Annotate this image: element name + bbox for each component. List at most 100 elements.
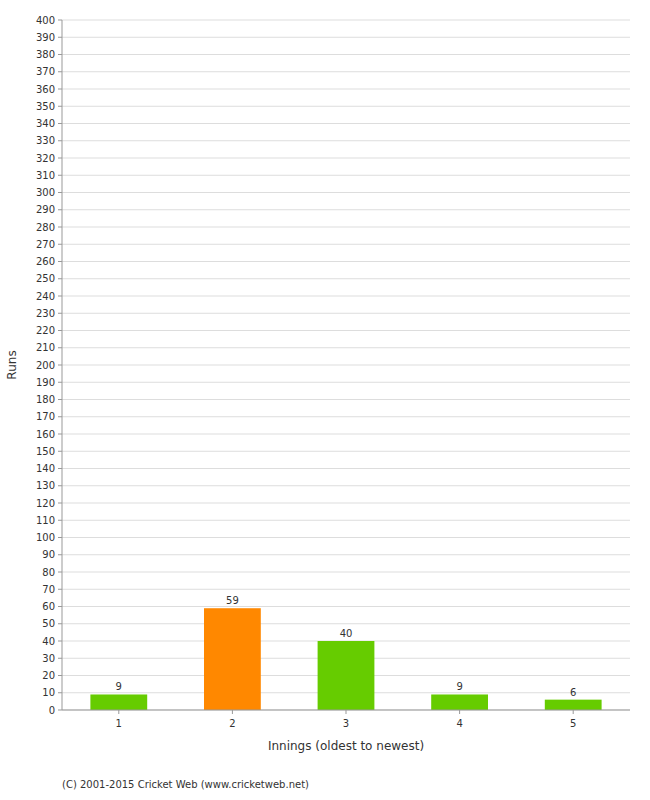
- y-tick: [58, 658, 62, 659]
- y-tick: [58, 140, 62, 141]
- y-tick-label: 20: [42, 670, 55, 681]
- grid-line: [62, 554, 630, 555]
- y-tick-label: 30: [42, 653, 55, 664]
- y-tick-label: 40: [42, 636, 55, 647]
- y-tick-label: 0: [49, 705, 55, 716]
- y-tick-label: 160: [36, 429, 55, 440]
- grid-line: [62, 296, 630, 297]
- y-tick-label: 340: [36, 118, 55, 129]
- y-tick-label: 50: [42, 618, 55, 629]
- grid-line: [62, 520, 630, 521]
- y-tick-label: 80: [42, 567, 55, 578]
- y-tick-label: 120: [36, 498, 55, 509]
- y-tick-label: 140: [36, 463, 55, 474]
- y-tick-label: 10: [42, 687, 55, 698]
- y-tick-label: 70: [42, 584, 55, 595]
- grid-line: [62, 451, 630, 452]
- y-tick: [58, 589, 62, 590]
- y-tick: [58, 554, 62, 555]
- y-tick: [58, 227, 62, 228]
- x-tick-label: 5: [570, 718, 576, 729]
- grid-line: [62, 244, 630, 245]
- y-tick-label: 90: [42, 549, 55, 560]
- y-tick: [58, 572, 62, 573]
- x-tick-label: 4: [456, 718, 462, 729]
- grid-line: [62, 503, 630, 504]
- grid-line: [62, 623, 630, 624]
- y-tick-label: 360: [36, 84, 55, 95]
- y-tick: [58, 641, 62, 642]
- grid-line: [62, 572, 630, 573]
- y-tick: [58, 20, 62, 21]
- grid-line: [62, 468, 630, 469]
- x-tick: [118, 710, 119, 714]
- y-tick-label: 60: [42, 601, 55, 612]
- y-tick-label: 210: [36, 342, 55, 353]
- y-tick: [58, 365, 62, 366]
- y-tick-label: 350: [36, 101, 55, 112]
- x-tick-label: 2: [229, 718, 235, 729]
- x-tick: [573, 710, 574, 714]
- y-tick: [58, 468, 62, 469]
- y-tick-label: 240: [36, 291, 55, 302]
- y-tick: [58, 675, 62, 676]
- grid-line: [62, 416, 630, 417]
- y-tick-label: 110: [36, 515, 55, 526]
- y-tick: [58, 434, 62, 435]
- grid-line: [62, 278, 630, 279]
- y-tick-label: 220: [36, 325, 55, 336]
- y-tick: [58, 503, 62, 504]
- y-tick: [58, 330, 62, 331]
- chart-container: 0102030405060708090100110120130140150160…: [0, 0, 650, 800]
- y-tick-label: 200: [36, 360, 55, 371]
- footer-note: (C) 2001-2015 Cricket Web (www.cricketwe…: [62, 779, 309, 790]
- y-tick-label: 190: [36, 377, 55, 388]
- grid-line: [62, 106, 630, 107]
- grid-line: [62, 365, 630, 366]
- data-label: 40: [340, 628, 353, 639]
- y-tick: [58, 37, 62, 38]
- y-axis-line: [62, 20, 63, 710]
- x-tick-label: 1: [116, 718, 122, 729]
- y-tick-label: 250: [36, 273, 55, 284]
- y-tick: [58, 451, 62, 452]
- y-tick-label: 290: [36, 204, 55, 215]
- bar: [431, 694, 488, 710]
- grid-line: [62, 192, 630, 193]
- grid-line: [62, 175, 630, 176]
- y-tick-label: 300: [36, 187, 55, 198]
- y-tick: [58, 158, 62, 159]
- y-axis-label: Runs: [5, 350, 19, 379]
- bars: [90, 608, 601, 710]
- y-tick-label: 400: [36, 15, 55, 26]
- y-tick-label: 320: [36, 153, 55, 164]
- y-tick: [58, 710, 62, 711]
- y-tick: [58, 399, 62, 400]
- y-tick: [58, 520, 62, 521]
- data-labels: 9594096: [116, 595, 577, 697]
- y-tick: [58, 606, 62, 607]
- y-tick-label: 370: [36, 66, 55, 77]
- grid: [62, 20, 630, 710]
- x-tick: [459, 710, 460, 714]
- grid-line: [62, 158, 630, 159]
- y-tick: [58, 106, 62, 107]
- grid-line: [62, 89, 630, 90]
- x-tick: [346, 710, 347, 714]
- y-tick: [58, 261, 62, 262]
- y-tick: [58, 71, 62, 72]
- bar: [318, 641, 375, 710]
- y-tick-label: 390: [36, 32, 55, 43]
- y-tick: [58, 416, 62, 417]
- grid-line: [62, 20, 630, 21]
- grid-line: [62, 434, 630, 435]
- grid-line: [62, 347, 630, 348]
- chart: 0102030405060708090100110120130140150160…: [0, 0, 650, 800]
- y-tick: [58, 296, 62, 297]
- grid-line: [62, 54, 630, 55]
- grid-line: [62, 382, 630, 383]
- data-label: 9: [456, 681, 462, 692]
- y-tick-label: 180: [36, 394, 55, 405]
- bar: [545, 700, 602, 710]
- y-tick-label: 230: [36, 308, 55, 319]
